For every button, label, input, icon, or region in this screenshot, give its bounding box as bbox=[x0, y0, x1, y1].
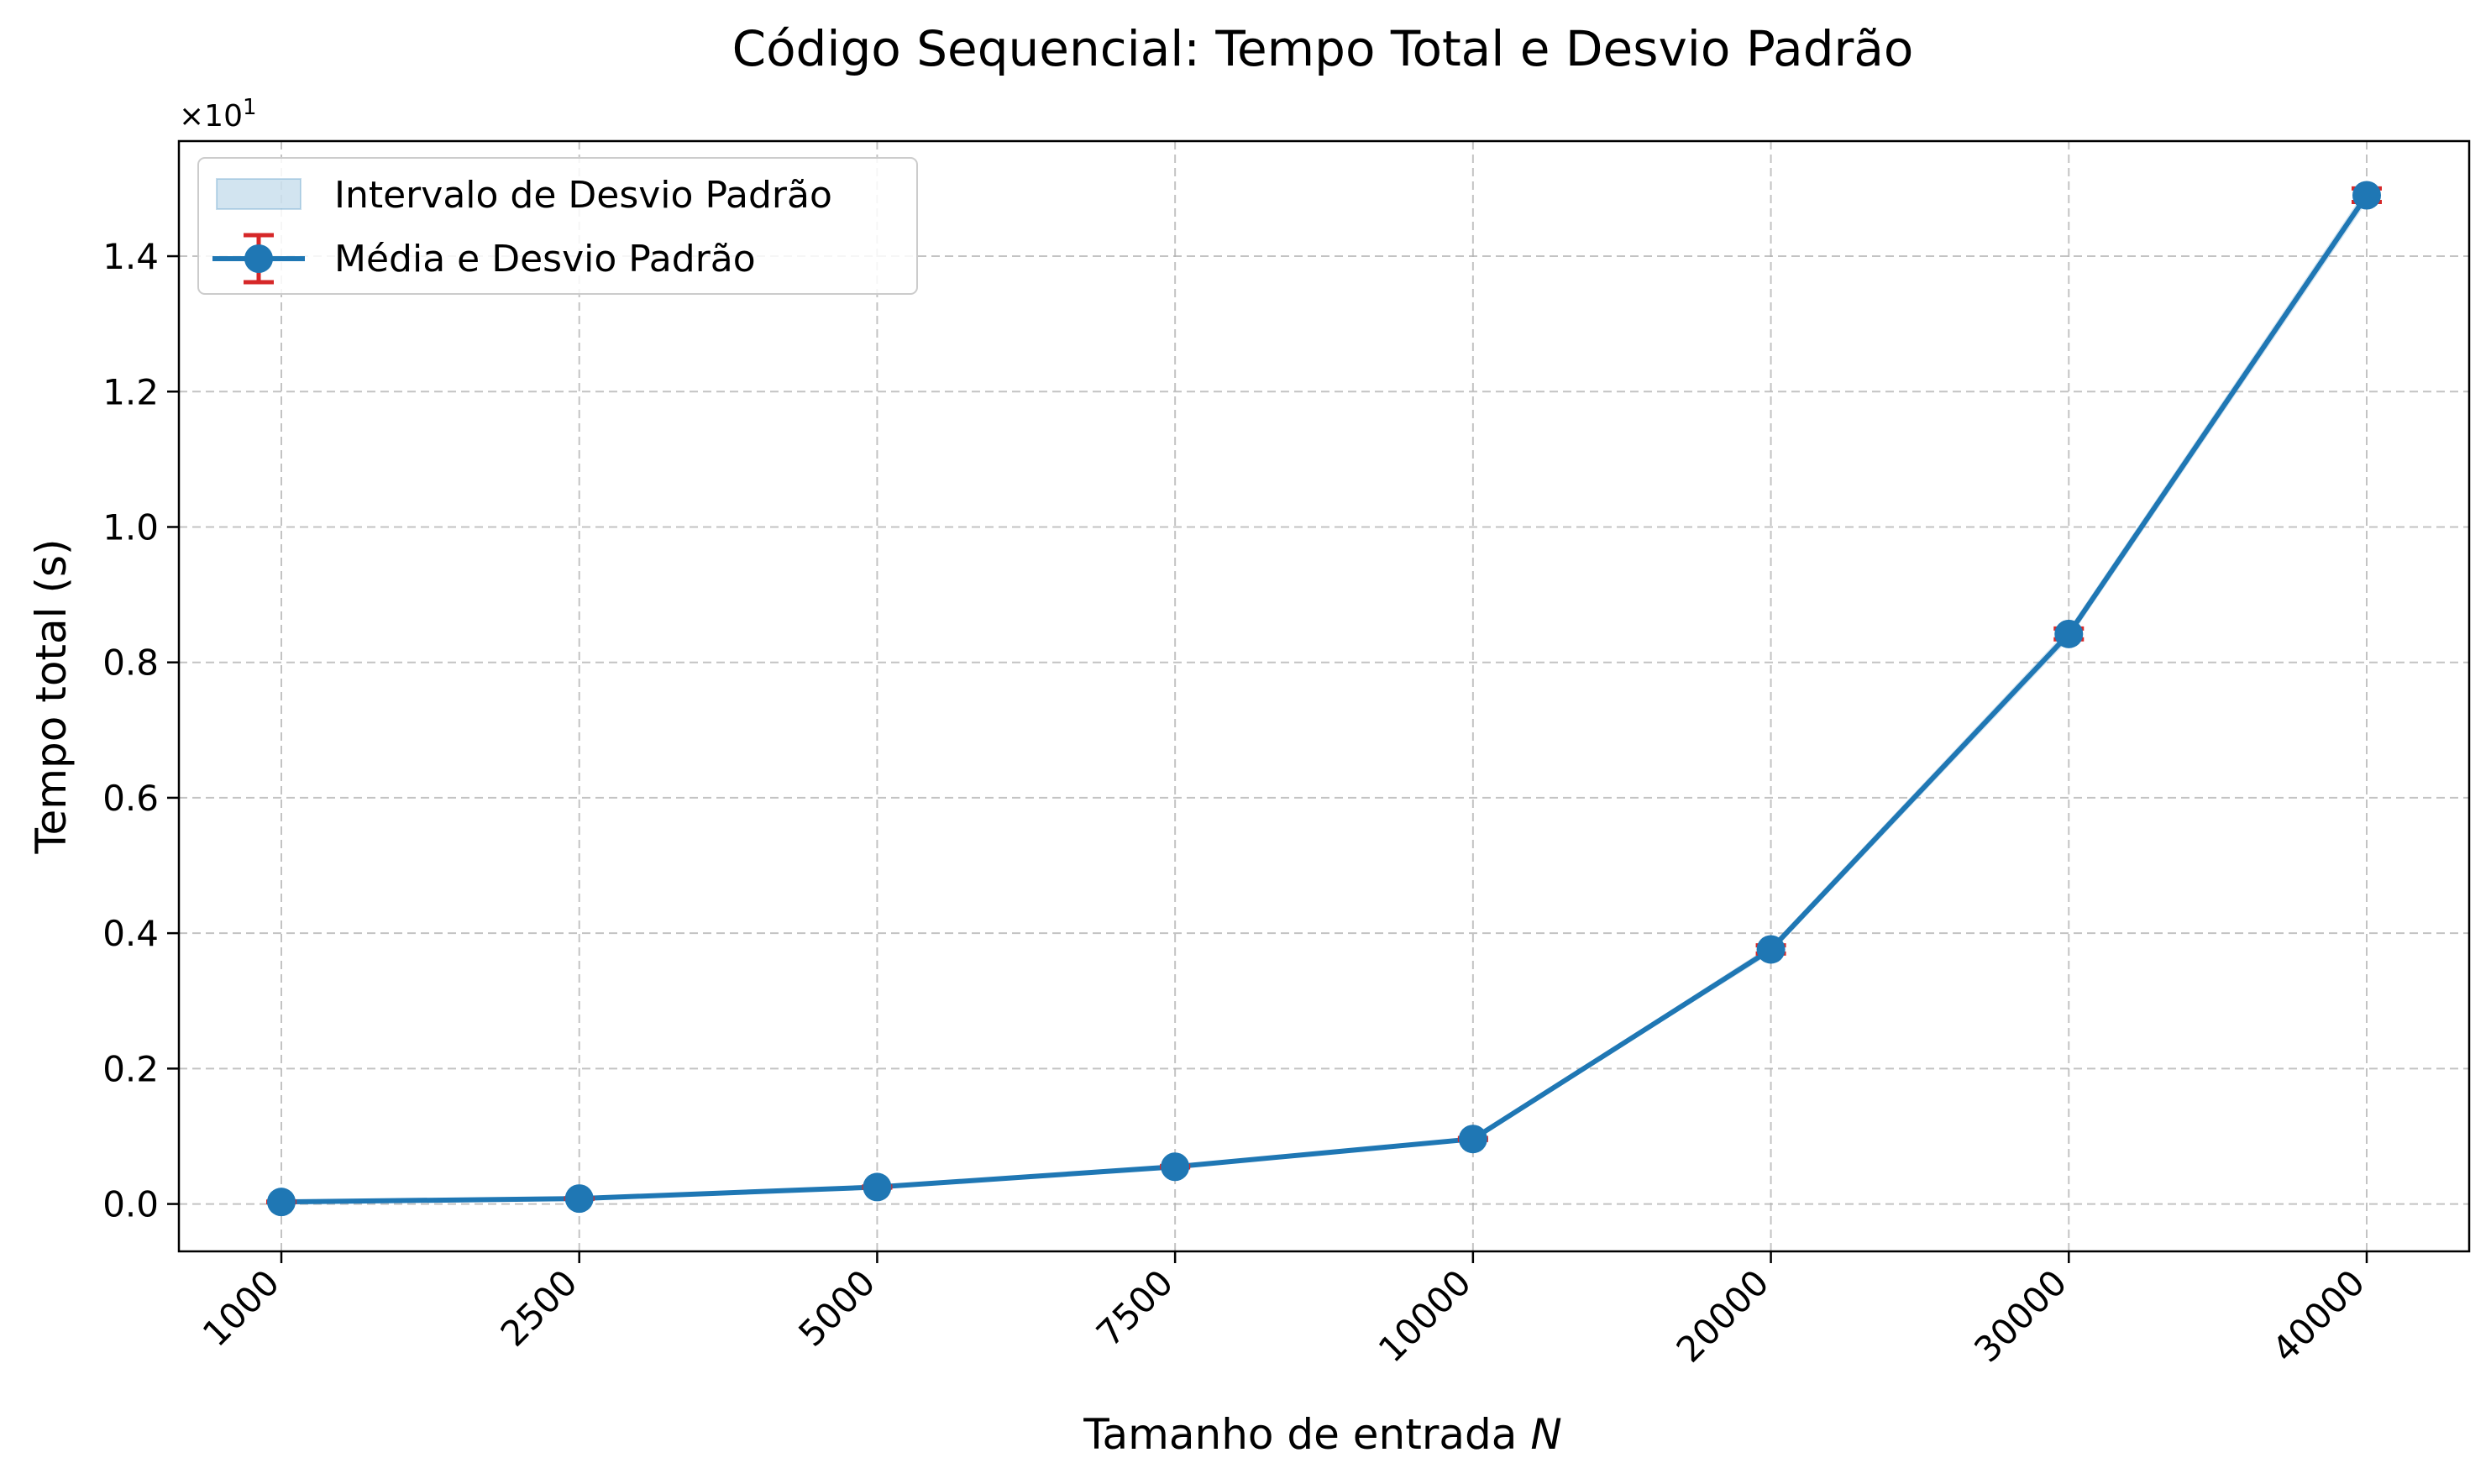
data-point bbox=[267, 1188, 296, 1217]
std-band bbox=[281, 188, 2367, 1203]
x-tick-label: 2500 bbox=[493, 1261, 585, 1354]
plot-frame bbox=[177, 139, 2471, 1253]
legend-series-label: Média e Desvio Padrão bbox=[334, 238, 756, 281]
y-tick-label: 0.8 bbox=[102, 642, 159, 684]
data-point bbox=[2054, 619, 2084, 648]
x-tick-label: 7500 bbox=[1088, 1261, 1181, 1354]
y-tick-label: 1.2 bbox=[102, 371, 159, 412]
y-tick-label: 1.4 bbox=[102, 236, 159, 277]
y-tick-label: 0.4 bbox=[102, 913, 159, 954]
data-point bbox=[2352, 181, 2381, 210]
legend: Intervalo de Desvio Padrão Média e Desvi… bbox=[197, 157, 918, 295]
legend-band-swatch bbox=[216, 178, 302, 210]
y-tick-label: 0.6 bbox=[102, 778, 159, 819]
data-point bbox=[1161, 1152, 1190, 1182]
y-offset-label: ×101 bbox=[179, 95, 257, 134]
x-tick-label: 40000 bbox=[2264, 1261, 2373, 1370]
grid bbox=[179, 141, 2469, 1251]
y-axis-label: Tempo total (s) bbox=[27, 538, 76, 854]
data-point bbox=[1756, 935, 1786, 964]
x-axis-label: Tamanho de entrada N bbox=[1083, 1410, 1561, 1459]
y-tick-label: 0.2 bbox=[102, 1048, 159, 1089]
x-tick-label: 5000 bbox=[790, 1261, 883, 1354]
y-tick-label: 0.0 bbox=[102, 1184, 159, 1225]
x-tick-label: 1000 bbox=[195, 1261, 287, 1354]
series-layer bbox=[266, 181, 2382, 1217]
x-axis: 1000 2500 5000 7500 10000 20000 30000 40000 bbox=[195, 1251, 2373, 1371]
data-point bbox=[1458, 1125, 1487, 1154]
y-axis: 0.0 0.2 0.4 0.6 0.8 1.0 1.2 1.4 bbox=[102, 236, 179, 1225]
legend-series-marker bbox=[244, 244, 273, 273]
data-point bbox=[863, 1172, 892, 1202]
y-tick-label: 1.0 bbox=[102, 506, 159, 548]
std-band-area bbox=[281, 188, 2367, 1203]
x-tick-label: 30000 bbox=[1966, 1261, 2074, 1370]
legend-band-label: Intervalo de Desvio Padrão bbox=[334, 174, 832, 217]
x-tick-label: 10000 bbox=[1371, 1261, 1479, 1370]
legend-frame bbox=[197, 157, 918, 295]
data-point bbox=[564, 1184, 594, 1214]
chart-title: Código Sequencial: Tempo Total e Desvio … bbox=[732, 20, 1914, 77]
x-tick-label: 20000 bbox=[1669, 1261, 1777, 1370]
series-line bbox=[281, 193, 2369, 1205]
